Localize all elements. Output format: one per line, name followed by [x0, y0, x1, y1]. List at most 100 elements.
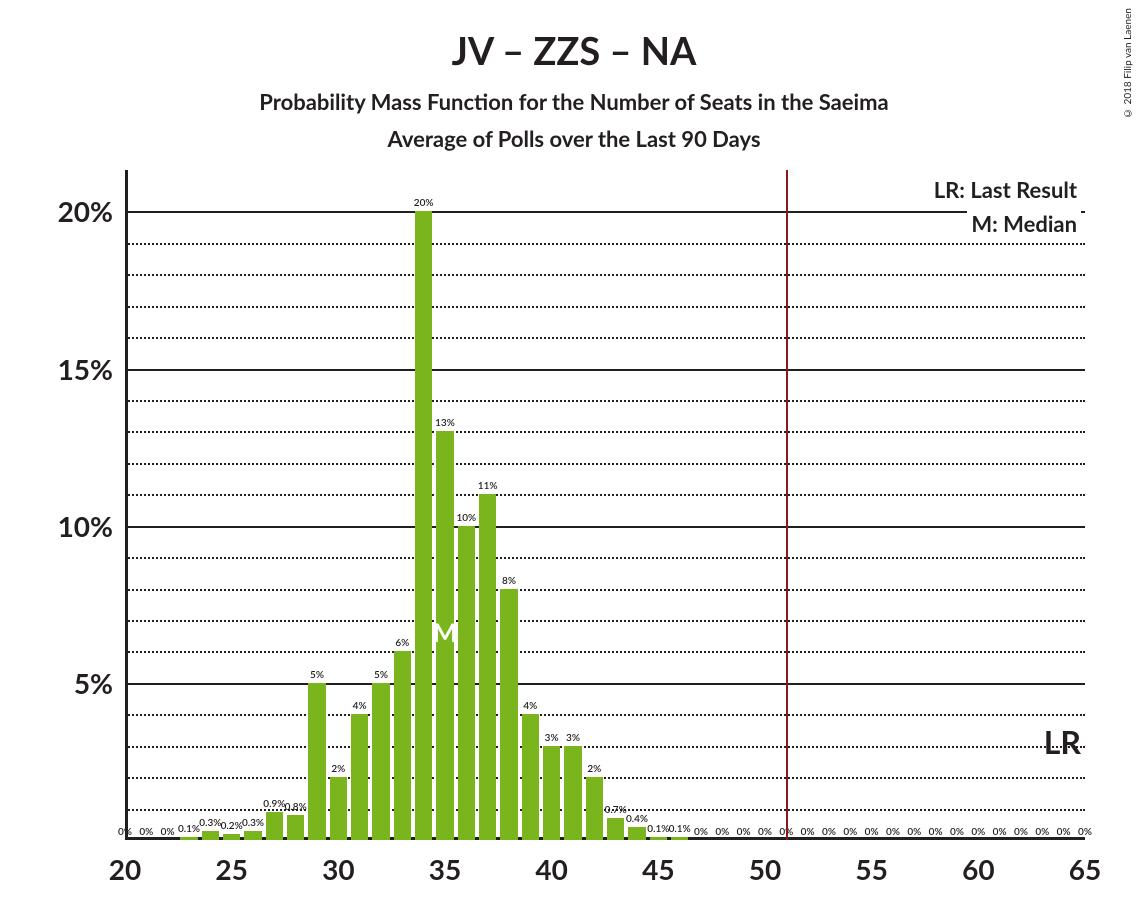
bar-value-label: 0%	[801, 826, 815, 840]
gridline-minor	[125, 589, 1085, 591]
copyright-text: © 2018 Filip van Laenen	[1122, 8, 1134, 119]
bar: 5%	[372, 683, 389, 840]
bar: 3%	[564, 746, 581, 840]
bar: 0.8%	[287, 815, 304, 840]
bar: 2%	[586, 777, 603, 840]
bar-value-label: 3%	[566, 732, 580, 746]
x-tick-label: 60	[962, 840, 994, 886]
bar: 0.1%	[671, 837, 688, 840]
bar-value-label: 3%	[545, 732, 559, 746]
bar-value-label: 20%	[414, 197, 434, 211]
gridline-minor	[125, 274, 1085, 276]
bar-value-label: 0%	[1014, 826, 1028, 840]
x-tick-label: 30	[322, 840, 354, 886]
gridline-major	[125, 369, 1085, 371]
chart-subtitle-2: Average of Polls over the Last 90 Days	[0, 125, 1148, 152]
gridline-minor	[125, 463, 1085, 465]
y-axis-line	[125, 170, 128, 840]
bar-value-label: 0.9%	[263, 798, 285, 812]
chart-plot-area: LR: Last Result M: Median 5%10%15%20%202…	[125, 180, 1085, 840]
bar-value-label: 0%	[822, 826, 836, 840]
bar: 0.9%	[266, 812, 283, 840]
gridline-minor	[125, 337, 1085, 339]
bar-value-label: 0.8%	[285, 801, 307, 815]
y-tick-label: 5%	[74, 666, 125, 700]
bar-value-label: 0%	[715, 826, 729, 840]
bar: 4%	[522, 714, 539, 840]
bar-value-label: 6%	[395, 637, 409, 651]
bar: 11%	[479, 494, 496, 840]
x-tick-label: 55	[855, 840, 887, 886]
bar: 0.7%	[607, 818, 624, 840]
bar-value-label: 0%	[929, 826, 943, 840]
bar: 5%	[308, 683, 325, 840]
last-result-label: LR	[1044, 722, 1081, 761]
bar: 0.1%	[650, 837, 667, 840]
x-tick-label: 65	[1069, 840, 1101, 886]
gridline-minor	[125, 557, 1085, 559]
gridline-minor	[125, 777, 1085, 779]
y-tick-label: 15%	[58, 352, 125, 386]
bar: 0.3%	[244, 831, 261, 840]
bar-value-label: 0%	[758, 826, 772, 840]
bar-value-label: 0%	[843, 826, 857, 840]
bar-value-label: 0%	[1078, 826, 1092, 840]
bar-value-label: 0%	[1035, 826, 1049, 840]
bar-value-label: 5%	[374, 669, 388, 683]
bar: 3%	[543, 746, 560, 840]
bar-value-label: 0%	[139, 826, 153, 840]
chart-container: © 2018 Filip van Laenen JV – ZZS – NA Pr…	[0, 0, 1148, 924]
bar: 2%	[330, 777, 347, 840]
bar-value-label: 0%	[1057, 826, 1071, 840]
bar: 0.3%	[202, 831, 219, 840]
bar-value-label: 0.7%	[605, 804, 627, 818]
bar-value-label: 0%	[161, 826, 175, 840]
bar-value-label: 0%	[971, 826, 985, 840]
gridline-minor	[125, 714, 1085, 716]
legend-median: M: Median	[967, 210, 1081, 237]
x-tick-label: 40	[535, 840, 567, 886]
gridline-minor	[125, 746, 1085, 748]
bar: 20%	[415, 211, 432, 840]
x-tick-label: 50	[749, 840, 781, 886]
chart-title: JV – ZZS – NA	[0, 28, 1148, 74]
bar-value-label: 0.4%	[626, 813, 648, 827]
bar: 10%	[458, 526, 475, 840]
median-marker: M	[433, 616, 458, 648]
bar-value-label: 10%	[456, 512, 476, 526]
gridline-minor	[125, 431, 1085, 433]
bar-value-label: 0.1%	[647, 823, 669, 837]
y-tick-label: 10%	[58, 509, 125, 543]
bar: 4%	[351, 714, 368, 840]
bar-value-label: 0%	[865, 826, 879, 840]
gridline-major	[125, 683, 1085, 685]
chart-subtitle-1: Probability Mass Function for the Number…	[0, 88, 1148, 115]
gridline-minor	[125, 400, 1085, 402]
legend-last-result: LR: Last Result	[930, 176, 1081, 203]
bar-value-label: 0%	[907, 826, 921, 840]
bar-value-label: 0%	[118, 826, 132, 840]
x-tick-label: 35	[429, 840, 461, 886]
y-tick-label: 20%	[58, 194, 125, 228]
gridline-minor	[125, 494, 1085, 496]
bar-value-label: 8%	[502, 575, 516, 589]
bar-value-label: 0.2%	[221, 820, 243, 834]
bar-value-label: 0%	[950, 826, 964, 840]
bar-value-label: 0%	[993, 826, 1007, 840]
x-tick-label: 25	[215, 840, 247, 886]
bar-value-label: 11%	[478, 480, 498, 494]
bar: 0.1%	[180, 837, 197, 840]
bar-value-label: 4%	[523, 700, 537, 714]
bar-value-label: 0%	[694, 826, 708, 840]
gridline-minor	[125, 243, 1085, 245]
bar-value-label: 5%	[310, 669, 324, 683]
gridline-minor	[125, 306, 1085, 308]
gridline-major	[125, 211, 1085, 213]
bar: 0.2%	[223, 834, 240, 840]
bar: 6%	[394, 651, 411, 840]
bar-value-label: 0%	[886, 826, 900, 840]
gridline-minor	[125, 651, 1085, 653]
bar-value-label: 0%	[737, 826, 751, 840]
bar-value-label: 0.3%	[199, 817, 221, 831]
last-result-line	[786, 170, 788, 840]
